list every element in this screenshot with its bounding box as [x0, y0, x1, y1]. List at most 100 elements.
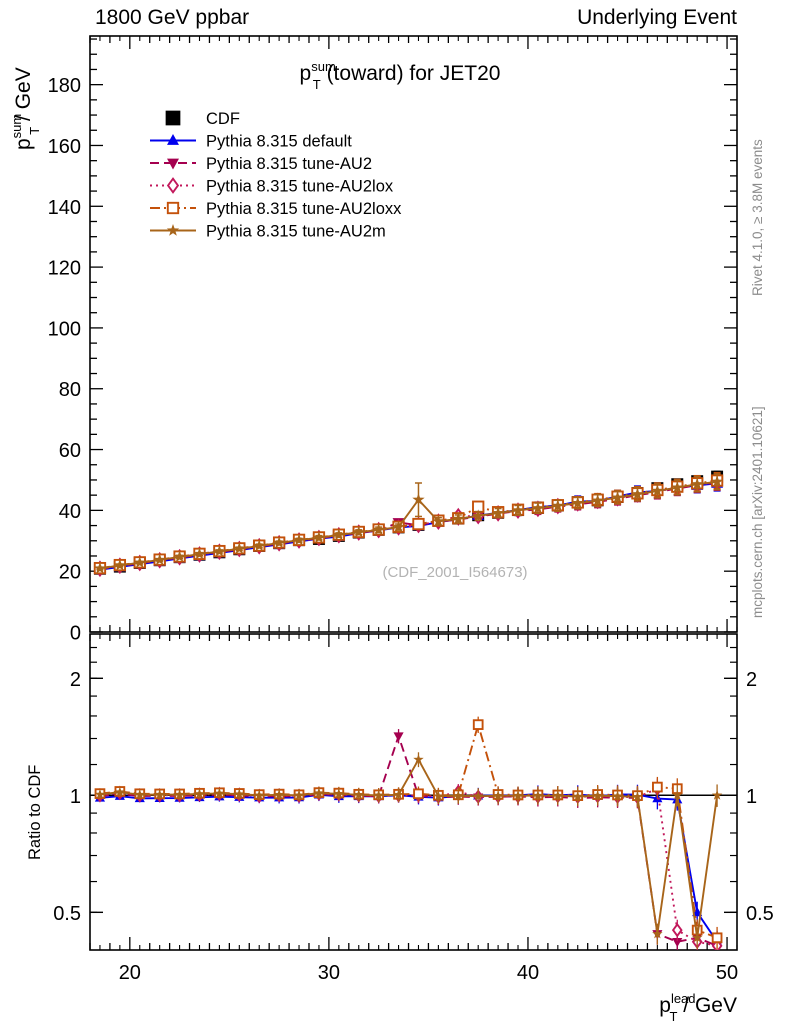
ratio-ytick-label-left: 0.5: [53, 903, 81, 925]
legend-item-5[interactable]: Pythia 8.315 tune-AU2m: [150, 223, 386, 241]
marker-star: [272, 536, 286, 549]
ratio-series-pythia-8-315-tune-au2lox: [94, 778, 723, 950]
marker-star: [213, 544, 226, 557]
marker-square-filled: [165, 110, 181, 126]
legend: CDF Pythia 8.315 default Pythia 8.315 tune…: [150, 110, 402, 241]
ratio-ytick-label-left: 1: [70, 786, 81, 808]
marker-star: [491, 506, 505, 519]
main-ytick-label: 80: [59, 379, 81, 401]
ratio-series-line: [99, 733, 718, 947]
main-ylabel-text: psum T / GeV: [9, 67, 42, 150]
marker-star: [592, 790, 603, 801]
marker-star: [472, 509, 485, 522]
legend-label: Pythia 8.315 tune-AU2m: [206, 223, 386, 241]
ratio-series-line: [99, 787, 718, 947]
marker-star: [393, 789, 404, 800]
marker-square-open: [412, 517, 425, 531]
marker-star: [114, 786, 126, 797]
marker-star: [432, 514, 445, 527]
legend-item-3[interactable]: Pythia 8.315 tune-AU2lox: [150, 177, 394, 196]
marker-star: [531, 501, 545, 514]
marker-star: [332, 528, 346, 541]
main-ytick-label: 40: [59, 501, 81, 523]
marker-star: [292, 533, 306, 546]
marker-star: [433, 790, 444, 801]
marker-star: [453, 790, 464, 801]
main-ytick-label: 140: [48, 197, 81, 219]
legend-label: Pythia 8.315 tune-AU2lox: [206, 178, 394, 196]
xtick-label: 50: [716, 962, 738, 984]
legend-label: Pythia 8.315 tune-AU2: [206, 155, 372, 173]
ratio-series-line: [99, 721, 718, 939]
marker-star: [412, 493, 425, 505]
marker-star: [273, 789, 285, 800]
marker-star: [93, 561, 107, 574]
main-ytick-label: 180: [48, 75, 81, 97]
ratio-ylabel: Ratio to CDF: [26, 765, 44, 860]
marker-star: [293, 789, 305, 800]
xtick-label: 30: [318, 962, 340, 984]
marker-square-open: [166, 201, 180, 215]
marker-square-open: [652, 781, 663, 793]
side-label-rivet-text: Rivet 4.1.0, ≥ 3.8M events: [750, 139, 765, 296]
marker-star: [611, 491, 624, 503]
legend-item-4[interactable]: Pythia 8.315 tune-AU2loxx: [150, 200, 402, 218]
marker-star: [253, 789, 265, 800]
marker-star: [511, 503, 525, 516]
legend-item-2[interactable]: Pythia 8.315 tune-AU2: [150, 155, 372, 173]
marker-triangle-down: [672, 938, 683, 948]
legend-item-1[interactable]: Pythia 8.315 default: [150, 133, 352, 151]
marker-star: [372, 523, 385, 536]
marker-star: [413, 754, 424, 764]
marker-star: [572, 790, 583, 801]
main-panel-frame: [89, 35, 738, 633]
xaxis-label: plead T / GeV: [659, 991, 737, 1024]
series-pythia-8-315-tune-au2: [93, 474, 724, 576]
marker-star: [253, 539, 266, 552]
ratio-ytick-label-right: 2: [746, 669, 757, 691]
marker-square-open: [472, 719, 484, 730]
series-cdf: [93, 470, 724, 575]
main-ytick-label: 0: [70, 623, 81, 645]
plot-title: psum T (toward) for JET20: [300, 59, 501, 92]
legend-item-0[interactable]: CDF: [165, 110, 240, 128]
marker-star: [392, 520, 405, 533]
xtick-label: 40: [517, 962, 539, 984]
marker-square-open: [711, 932, 723, 944]
marker-star: [452, 512, 465, 525]
marker-star: [166, 224, 180, 236]
marker-star: [710, 475, 724, 488]
marker-triangle-down: [167, 158, 179, 170]
ratio-series-line: [99, 757, 719, 938]
main-ytick-label: 100: [48, 318, 81, 340]
marker-star: [234, 788, 245, 799]
ratio-ytick-label-right: 0.5: [746, 903, 774, 925]
ratio-panel-frame: [89, 633, 738, 951]
marker-triangle-up: [167, 134, 179, 145]
legend-label: Pythia 8.315 default: [206, 133, 352, 151]
marker-square-open: [413, 788, 424, 800]
marker-star: [632, 791, 643, 802]
ratio-series-pythia-8-315-tune-au2m: [94, 752, 723, 950]
marker-star: [134, 789, 146, 800]
main-ylabel: psum T / GeV: [9, 67, 42, 150]
marker-star: [153, 553, 166, 566]
marker-star: [193, 547, 206, 560]
marker-star: [711, 789, 723, 800]
marker-star: [333, 788, 345, 799]
marker-star: [571, 496, 584, 509]
marker-star: [651, 484, 664, 497]
ratio-data-group: [90, 716, 737, 950]
legend-label: CDF: [206, 110, 240, 128]
marker-star: [352, 525, 365, 538]
marker-star: [591, 494, 604, 506]
header-left-title: 1800 GeV ppbar: [95, 6, 249, 29]
side-label-mcplots-text: mcplots.cern.ch [arXiv:2401.10621]: [750, 406, 765, 618]
marker-triangle-down: [393, 732, 404, 742]
marker-star: [173, 550, 186, 563]
marker-star: [154, 789, 165, 800]
marker-star: [373, 789, 384, 800]
marker-star: [691, 932, 703, 943]
marker-star: [691, 477, 704, 490]
